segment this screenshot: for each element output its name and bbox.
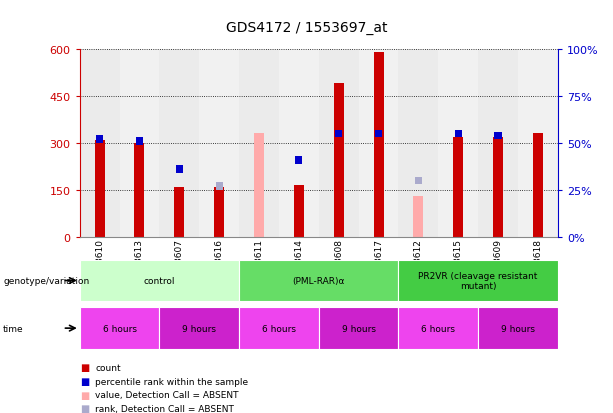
Bar xyxy=(373,53,384,237)
Text: ■: ■ xyxy=(80,404,89,413)
Text: value, Detection Call = ABSENT: value, Detection Call = ABSENT xyxy=(95,390,238,399)
Text: GDS4172 / 1553697_at: GDS4172 / 1553697_at xyxy=(226,21,387,35)
Text: PR2VR (cleavage resistant
mutant): PR2VR (cleavage resistant mutant) xyxy=(419,271,538,290)
Bar xyxy=(94,140,105,237)
Bar xyxy=(80,308,159,349)
Bar xyxy=(254,134,264,237)
Bar xyxy=(415,177,422,185)
Bar xyxy=(134,144,145,237)
Bar xyxy=(319,308,398,349)
Text: 6 hours: 6 hours xyxy=(262,324,296,333)
Bar xyxy=(398,50,438,237)
Bar xyxy=(174,188,185,237)
Text: ■: ■ xyxy=(80,363,89,373)
Text: ■: ■ xyxy=(80,376,89,386)
Bar xyxy=(319,50,359,237)
Bar xyxy=(96,136,103,144)
Bar xyxy=(453,137,463,237)
Bar xyxy=(438,50,478,237)
Bar xyxy=(176,166,183,173)
Bar xyxy=(239,50,279,237)
Text: 9 hours: 9 hours xyxy=(501,324,535,333)
Bar xyxy=(159,50,199,237)
Bar xyxy=(295,157,302,164)
Bar xyxy=(333,84,344,237)
Bar xyxy=(216,183,223,190)
Text: 9 hours: 9 hours xyxy=(341,324,376,333)
Bar xyxy=(199,50,239,237)
Bar xyxy=(495,132,501,140)
Text: ■: ■ xyxy=(80,390,89,400)
Text: 6 hours: 6 hours xyxy=(421,324,455,333)
Bar xyxy=(136,138,143,145)
Bar xyxy=(359,50,398,237)
Text: time: time xyxy=(3,324,24,333)
Text: (PML-RAR)α: (PML-RAR)α xyxy=(292,276,345,285)
Bar xyxy=(478,308,558,349)
Text: count: count xyxy=(95,363,121,372)
Bar xyxy=(254,186,264,237)
Bar xyxy=(335,131,342,138)
Text: 9 hours: 9 hours xyxy=(182,324,216,333)
Bar xyxy=(294,186,304,237)
Bar xyxy=(478,50,518,237)
Bar xyxy=(239,308,319,349)
Bar xyxy=(80,260,239,301)
Bar xyxy=(80,50,120,237)
Bar xyxy=(214,188,224,237)
Bar xyxy=(493,137,503,237)
Text: genotype/variation: genotype/variation xyxy=(3,276,89,285)
Text: percentile rank within the sample: percentile rank within the sample xyxy=(95,377,248,386)
Text: 6 hours: 6 hours xyxy=(102,324,137,333)
Bar xyxy=(279,50,319,237)
Text: rank, Detection Call = ABSENT: rank, Detection Call = ABSENT xyxy=(95,404,234,413)
Bar xyxy=(159,308,239,349)
Bar xyxy=(518,50,558,237)
Bar xyxy=(398,260,558,301)
Bar xyxy=(120,50,159,237)
Bar xyxy=(413,197,424,237)
Bar xyxy=(239,260,398,301)
Text: control: control xyxy=(143,276,175,285)
Bar xyxy=(398,308,478,349)
Bar xyxy=(455,131,462,138)
Bar xyxy=(375,131,382,138)
Bar xyxy=(533,134,543,237)
